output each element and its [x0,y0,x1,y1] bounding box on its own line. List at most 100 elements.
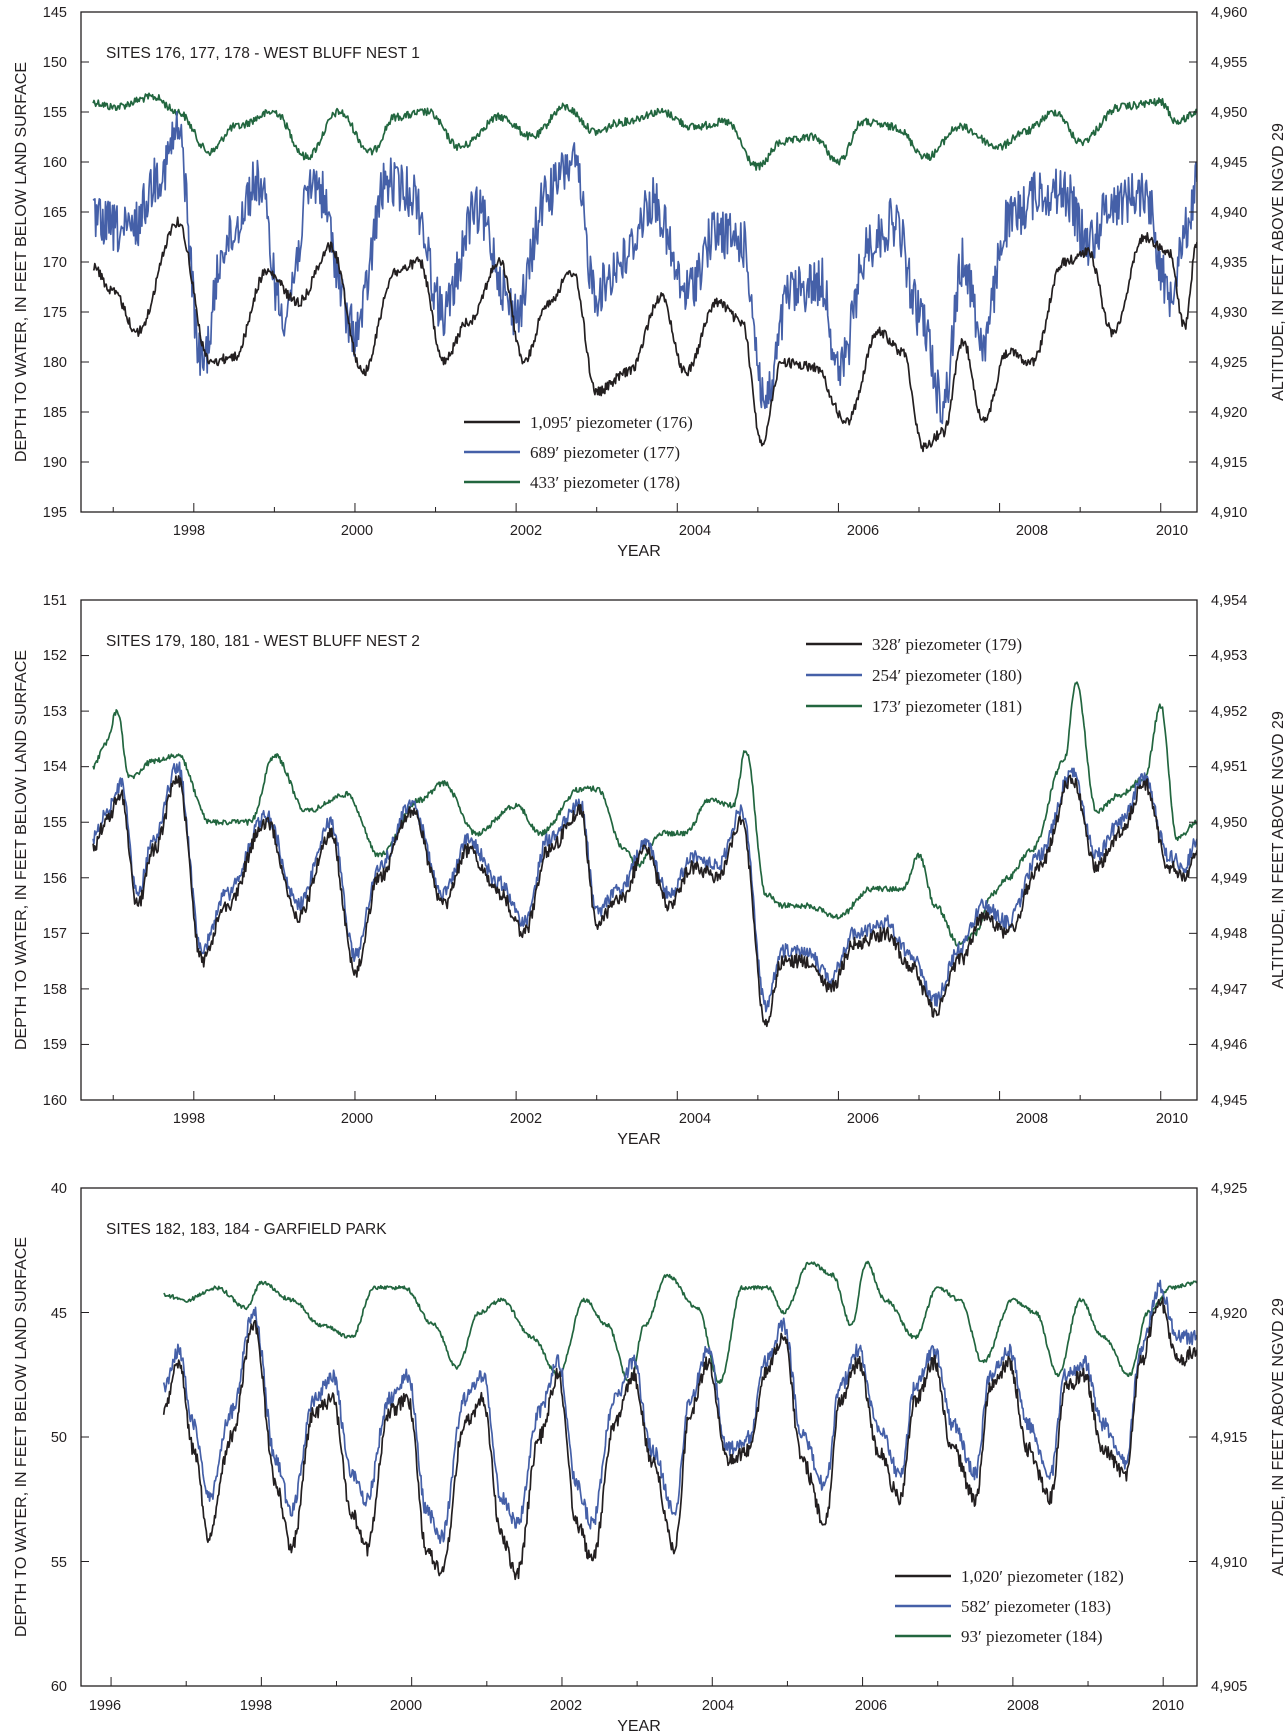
legend: 328′ piezometer (179) 254′ piezometer (1… [806,635,1022,716]
chart-title: SITES 182, 183, 184 - GARFIELD PARK [106,1221,387,1238]
right-tick-labels: 4,960 4,955 4,950 4,945 4,940 4,935 4,93… [1211,5,1247,521]
legend-label: 433′ piezometer (178) [530,473,680,492]
y-right-tick-label: 4,955 [1211,55,1247,71]
y-right-tick-label: 4,940 [1211,205,1247,221]
y-right-tick-label: 4,910 [1211,1555,1247,1571]
y-tick-label: 159 [43,1037,67,1053]
x-tick-label: 2010 [1152,1698,1184,1714]
y-axis-title: DEPTH TO WATER, IN FEET BELOW LAND SURFA… [13,650,30,1050]
series-line [92,216,1197,453]
series-line [92,111,1197,425]
y-right-tick-label: 4,920 [1211,1306,1247,1322]
x-tick-labels: 1998 2000 2002 2004 2006 2008 2010 [173,523,1188,539]
y-right-tick-label: 4,951 [1211,759,1247,775]
y-right-tick-label: 4,945 [1211,1093,1247,1109]
y-tick-label: 152 [43,648,67,664]
y-tick-label: 195 [43,505,67,521]
y-tick-label: 50 [51,1430,67,1446]
legend-label: 328′ piezometer (179) [872,635,1022,654]
y-right-tick-label: 4,925 [1211,1181,1247,1197]
y-tick-label: 155 [43,815,67,831]
left-tick-labels: 40 45 50 55 60 [51,1181,67,1695]
x-axis-title: YEAR [617,1718,661,1735]
series-line [92,92,1197,171]
y-right-tick-label: 4,960 [1211,5,1247,21]
x-tick-label: 2010 [1156,1111,1188,1127]
legend-label: 582′ piezometer (183) [961,1597,1111,1616]
x-tick-labels: 1998 2000 2002 2004 2006 2008 2010 [173,1111,1188,1127]
y-right-tick-label: 4,953 [1211,648,1247,664]
x-tick-label: 2008 [1016,523,1048,539]
x-tick-label: 1998 [173,1111,205,1127]
legend-label: 93′ piezometer (184) [961,1627,1103,1646]
left-tick-labels: 145 150 155 160 165 170 175 180 185 190 … [43,5,67,521]
y-right-axis-title: ALTITUDE, IN FEET ABOVE NGVD 29 [1270,711,1287,989]
y-right-tick-label: 4,920 [1211,405,1247,421]
y-tick-label: 155 [43,105,67,121]
axis-ticks [81,599,1197,1101]
legend-label: 1,095′ piezometer (176) [530,413,693,432]
y-tick-label: 150 [43,55,67,71]
x-tick-label: 2002 [510,523,542,539]
y-axis-title: DEPTH TO WATER, IN FEET BELOW LAND SURFA… [13,1237,30,1637]
x-tick-label: 2000 [341,523,373,539]
x-tick-label: 2008 [1007,1698,1039,1714]
right-tick-labels: 4,954 4,953 4,952 4,951 4,950 4,949 4,94… [1211,593,1247,1109]
y-right-axis-title: ALTITUDE, IN FEET ABOVE NGVD 29 [1270,123,1287,401]
panel-3: SITES 182, 183, 184 - GARFIELD PARK 40 4… [13,1181,1287,1735]
x-tick-label: 2006 [855,1698,887,1714]
y-tick-label: 160 [43,1093,67,1109]
x-tick-label: 1998 [240,1698,272,1714]
x-tick-label: 2004 [679,1111,711,1127]
plot-frame [80,599,1198,1101]
y-tick-label: 55 [51,1555,67,1571]
series-line [92,681,1197,947]
x-tick-label: 2006 [847,523,879,539]
legend-label: 689′ piezometer (177) [530,443,680,462]
left-tick-labels: 151 152 153 154 155 156 157 158 159 160 [43,593,67,1109]
panel-2: SITES 179, 180, 181 - WEST BLUFF NEST 2 … [13,593,1287,1148]
x-tick-label: 2008 [1016,1111,1048,1127]
right-tick-labels: 4,925 4,920 4,915 4,910 4,905 [1211,1181,1247,1695]
y-right-tick-label: 4,925 [1211,355,1247,371]
y-tick-label: 190 [43,455,67,471]
series-line [163,1260,1197,1384]
legend-label: 1,020′ piezometer (182) [961,1567,1124,1586]
x-tick-label: 2004 [679,523,711,539]
y-tick-label: 145 [43,5,67,21]
y-right-tick-label: 4,905 [1211,1679,1247,1695]
y-tick-label: 151 [43,593,67,609]
legend: 1,095′ piezometer (176) 689′ piezometer … [464,413,693,492]
y-right-tick-label: 4,915 [1211,1430,1247,1446]
series-line [92,761,1197,1013]
y-right-tick-label: 4,930 [1211,305,1247,321]
plot-frame [80,11,1198,513]
y-right-tick-label: 4,950 [1211,815,1247,831]
y-right-tick-label: 4,954 [1211,593,1247,609]
y-tick-label: 165 [43,205,67,221]
legend-label: 254′ piezometer (180) [872,666,1022,685]
series-line [92,774,1197,1028]
x-tick-label: 1998 [173,523,205,539]
y-tick-label: 154 [43,759,67,775]
y-right-tick-label: 4,946 [1211,1037,1247,1053]
y-axis-title: DEPTH TO WATER, IN FEET BELOW LAND SURFA… [13,62,30,462]
panel-1: SITES 176, 177, 178 - WEST BLUFF NEST 1 … [13,5,1287,560]
x-tick-label: 1996 [89,1698,121,1714]
y-tick-label: 60 [51,1679,67,1695]
y-tick-label: 160 [43,155,67,171]
y-tick-label: 175 [43,305,67,321]
x-axis-title: YEAR [617,543,661,560]
axis-ticks [81,1187,1197,1687]
x-axis-title: YEAR [617,1131,661,1148]
y-tick-label: 153 [43,704,67,720]
y-right-tick-label: 4,949 [1211,871,1247,887]
series-line [162,1279,1197,1545]
x-tick-label: 2000 [390,1698,422,1714]
x-tick-label: 2002 [550,1698,582,1714]
x-tick-labels: 1996 1998 2000 2002 2004 2006 2008 2010 [89,1698,1184,1714]
y-tick-label: 158 [43,982,67,998]
y-tick-label: 156 [43,871,67,887]
series-lines [162,1260,1197,1581]
y-tick-label: 45 [51,1306,67,1322]
